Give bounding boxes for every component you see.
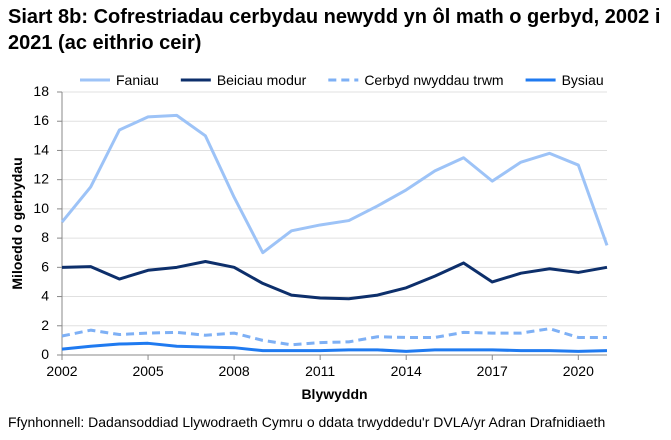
y-tick-label: 18 <box>33 83 49 99</box>
chart-title: Siart 8b: Cofrestriadau cerbydau newydd … <box>8 6 661 54</box>
y-tick-label: 14 <box>33 141 49 157</box>
series-line-bysiau <box>61 341 608 353</box>
series-line-cerbyd-nwyddau-trwm <box>61 327 607 347</box>
y-tick-label: 16 <box>33 112 49 128</box>
x-tick-label: 2014 <box>391 363 422 379</box>
x-tick-label: 2011 <box>305 363 335 379</box>
source-note: Ffynhonnell: Dadansoddiad Llywodraeth Cy… <box>8 414 606 430</box>
legend-label: Cerbyd nwyddau trwm <box>364 72 503 88</box>
x-tick-label: 2005 <box>132 363 163 379</box>
y-axis-title: Miloedd o gerbydau <box>9 157 25 289</box>
x-axis-title: Blywyddn <box>301 386 367 402</box>
legend-label: Faniau <box>116 72 159 88</box>
y-tick-label: 10 <box>33 200 49 216</box>
y-tick-label: 2 <box>41 317 49 333</box>
y-tick-label: 8 <box>41 229 49 245</box>
series-line-faniau <box>60 113 609 255</box>
series-line-beiciau-modur <box>61 259 608 301</box>
y-tick-label: 4 <box>41 288 49 304</box>
y-tick-label: 12 <box>33 171 49 187</box>
x-tick-label: 2020 <box>563 363 594 379</box>
legend-label: Bysiau <box>562 72 604 88</box>
x-tick-label: 2017 <box>477 363 508 379</box>
x-tick-label: 2008 <box>219 363 250 379</box>
x-tick-label: 2002 <box>46 363 77 379</box>
y-tick-label: 6 <box>41 258 49 274</box>
y-tick-label: 0 <box>41 346 49 362</box>
legend-label: Beiciau modur <box>217 72 307 88</box>
